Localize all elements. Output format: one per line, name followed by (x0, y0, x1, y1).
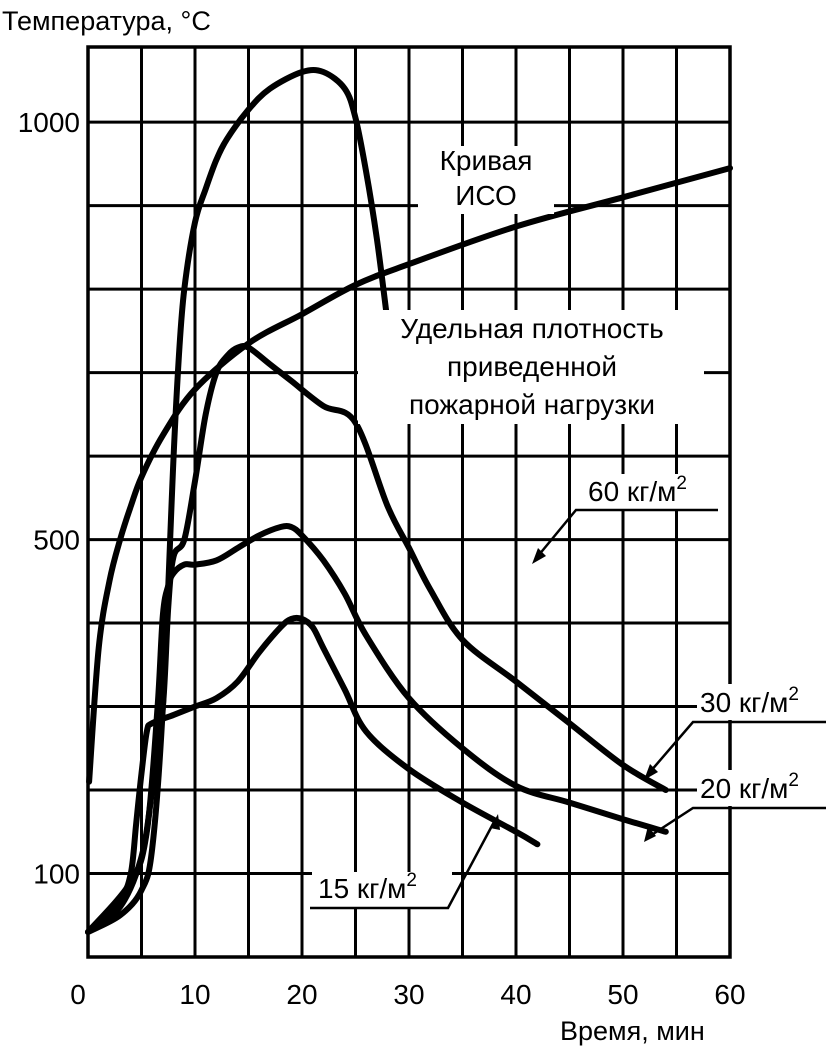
series-line-iso (86, 165, 733, 785)
series-label-60: 60 кг/м2 (532, 473, 720, 564)
plot-frame (86, 45, 732, 959)
leader-arrow-20 (644, 826, 656, 842)
series-label-20-text: 20 кг/м (700, 773, 788, 804)
y-tick-label: 1000 (18, 107, 80, 138)
y-tick-label: 100 (33, 859, 80, 890)
series-line-20 (85, 523, 669, 935)
leader-line-30 (649, 720, 826, 773)
series-label-15: 15 кг/м2 (310, 814, 500, 910)
annotation-iso-line1: Кривая (440, 145, 533, 176)
annotation-iso: Кривая ИСО (418, 145, 554, 214)
annotation-fire-load: Удельная плотность приведенной пожарной … (358, 310, 704, 424)
leader-arrow-15 (490, 814, 500, 830)
annotation-fire-load-line2: приведенной (447, 351, 617, 382)
annotation-iso-line2: ИСО (455, 180, 517, 211)
svg-text:60 кг/м2: 60 кг/м2 (588, 473, 687, 507)
series-line-60 (85, 66, 391, 935)
svg-text:30 кг/м2: 30 кг/м2 (700, 684, 799, 718)
y-axis-title: Температура, °C (2, 6, 211, 36)
series-label-15-text: 15 кг/м (318, 873, 406, 904)
x-tick-label: 20 (286, 979, 317, 1010)
leader-arrow-60 (532, 548, 546, 564)
y-tick-label: 500 (33, 525, 80, 556)
series-label-20: 20 кг/м2 (644, 770, 830, 842)
x-tick-label: 40 (500, 979, 531, 1010)
series-label-60-text: 60 кг/м (588, 476, 676, 507)
series-label-30: 30 кг/м2 (644, 684, 830, 780)
leader-arrow-30 (644, 764, 658, 780)
x-tick-label: 10 (179, 979, 210, 1010)
annotation-fire-load-line3: пожарной нагрузки (409, 389, 655, 420)
x-tick-label: 30 (393, 979, 424, 1010)
series-label-60-sup: 2 (676, 473, 687, 494)
leader-line-15 (310, 821, 496, 910)
series-line-15 (85, 614, 541, 935)
svg-text:20 кг/м2: 20 кг/м2 (700, 770, 799, 804)
svg-text:15 кг/м2: 15 кг/м2 (318, 870, 417, 904)
annotation-fire-load-line1: Удельная плотность (400, 313, 664, 344)
x-tick-label: 60 (714, 979, 745, 1010)
series-label-30-sup: 2 (788, 684, 799, 705)
series-label-20-sup: 2 (788, 770, 799, 791)
leader-line-60 (537, 508, 718, 557)
tick-labels: 0 10 20 30 40 50 60 100 500 1000 (18, 107, 746, 1010)
series-label-30-text: 30 кг/м (700, 687, 788, 718)
series-label-15-sup: 2 (406, 870, 417, 891)
x-axis-title: Время, мин (560, 1016, 705, 1046)
x-tick-label: 50 (607, 979, 638, 1010)
series-lines (85, 66, 733, 935)
leader-line-20 (649, 806, 826, 838)
series-line-30 (85, 343, 669, 935)
x-tick-label: 0 (70, 979, 86, 1010)
